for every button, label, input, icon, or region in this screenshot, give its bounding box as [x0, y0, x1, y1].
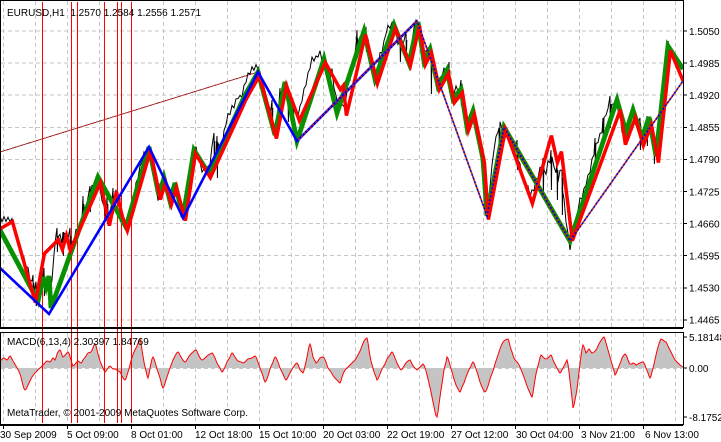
- svg-text:5.18148: 5.18148: [689, 333, 721, 344]
- svg-text:30 Sep 2009: 30 Sep 2009: [0, 430, 57, 441]
- svg-text:5 Oct 09:00: 5 Oct 09:00: [67, 430, 119, 441]
- svg-text:1.4725: 1.4725: [689, 187, 720, 198]
- svg-text:20 Oct 03:00: 20 Oct 03:00: [323, 430, 381, 441]
- svg-text:12 Oct 18:00: 12 Oct 18:00: [195, 430, 253, 441]
- svg-text:1.4465: 1.4465: [689, 316, 720, 327]
- svg-text:MACD(6,13,4) 2.30397 1.84769: MACD(6,13,4) 2.30397 1.84769: [7, 337, 149, 348]
- svg-text:1.4530: 1.4530: [689, 284, 720, 295]
- svg-text:1.4985: 1.4985: [689, 59, 720, 70]
- svg-text:-8.1752: -8.1752: [689, 413, 721, 424]
- svg-text:1.4855: 1.4855: [689, 123, 720, 134]
- svg-text:EURUSD,H1 1.2570 1.2584 1.255: EURUSD,H1 1.2570 1.2584 1.2556 1.2571: [7, 8, 201, 19]
- svg-text:6 Nov 13:00: 6 Nov 13:00: [645, 430, 699, 441]
- svg-text:1.4920: 1.4920: [689, 91, 720, 102]
- svg-text:1.5050: 1.5050: [689, 27, 720, 38]
- svg-text:1.4660: 1.4660: [689, 219, 720, 230]
- svg-text:30 Oct 04:00: 30 Oct 04:00: [516, 430, 574, 441]
- svg-text:15 Oct 10:00: 15 Oct 10:00: [259, 430, 317, 441]
- svg-text:22 Oct 19:00: 22 Oct 19:00: [387, 430, 445, 441]
- svg-text:27 Oct 12:00: 27 Oct 12:00: [451, 430, 509, 441]
- svg-text:0.00: 0.00: [689, 364, 709, 375]
- svg-text:1.4595: 1.4595: [689, 252, 720, 263]
- svg-text:3 Nov 21:00: 3 Nov 21:00: [581, 430, 635, 441]
- svg-text:MetaTrader, © 2001-2009 MetaQu: MetaTrader, © 2001-2009 MetaQuotes Softw…: [7, 408, 248, 419]
- svg-text:1.4790: 1.4790: [689, 155, 720, 166]
- svg-text:8 Oct 01:00: 8 Oct 01:00: [131, 430, 183, 441]
